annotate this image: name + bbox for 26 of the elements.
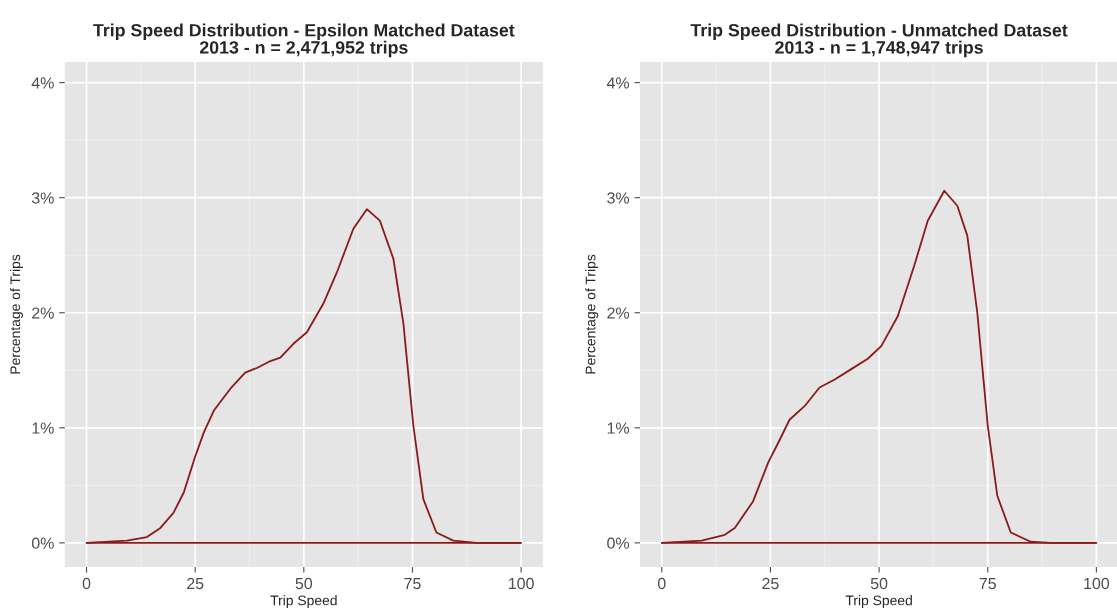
y-tick-label: 0% [607,537,630,549]
x-tick-label: 50 [870,577,888,590]
chart-title: Trip Speed Distribution - Epsilon Matched Dataset 2013 - n = 2,471,952 trips [93,23,515,58]
y-axis-title: Percentage of Trips [10,254,23,374]
chart-title: Trip Speed Distribution - Unmatched Dataset 2013 - n = 1,748,947 trips [690,23,1068,58]
y-tick-label: 1% [32,422,54,434]
y-tick-label: 3% [607,192,630,204]
x-tick-label: 50 [295,577,313,590]
x-tick-label: 0 [657,577,666,590]
y-tick-label: 4% [606,77,630,89]
x-axis-title: Trip Speed [845,595,912,609]
x-tick-label: 100 [509,577,534,590]
x-tick-label: 25 [187,577,204,590]
y-tick-label: 4% [31,77,54,89]
x-tick-label: 0 [82,577,91,590]
x-axis-title: Trip Speed [270,595,337,609]
y-tick-label: 3% [31,192,54,204]
x-tick-label: 75 [404,578,421,590]
y-tick-label: 2% [32,307,54,319]
y-axis-title: Percentage of Trips [585,254,599,374]
y-tick-label: 2% [607,307,630,319]
x-tick-label: 25 [762,577,779,590]
y-tick-label: 1% [607,422,630,434]
x-tick-label: 75 [979,578,996,590]
x-tick-label: 100 [1084,577,1110,590]
y-tick-label: 0% [31,537,54,549]
